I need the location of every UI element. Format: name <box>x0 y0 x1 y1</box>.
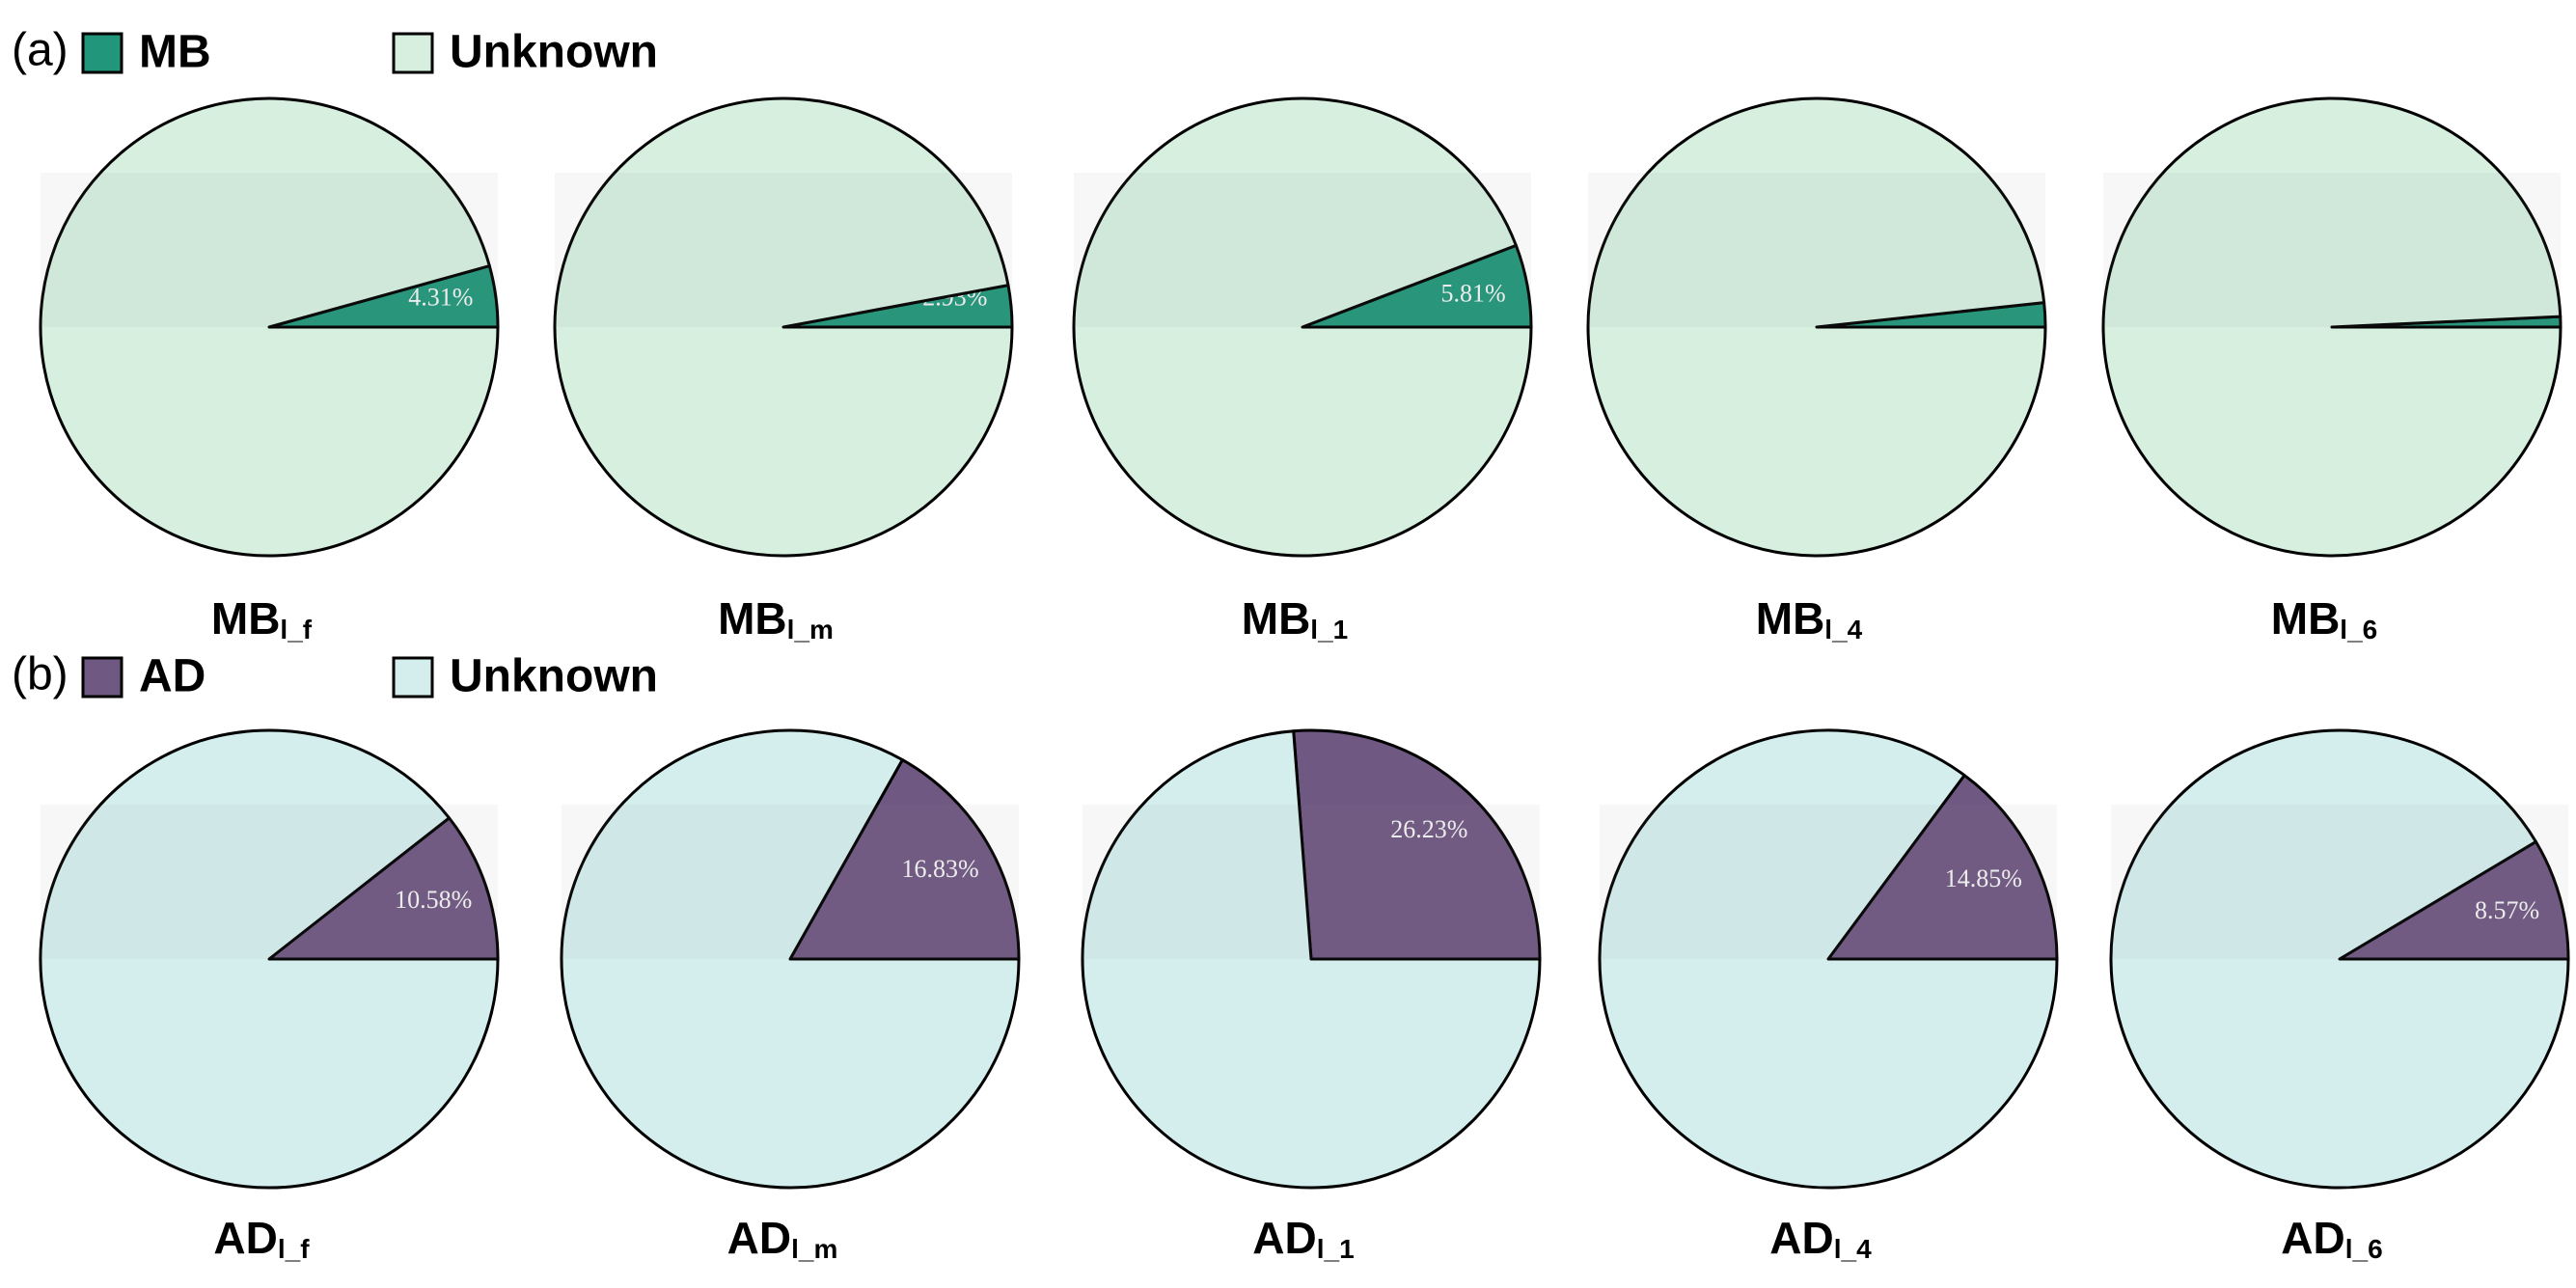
pie: 1.71% <box>1586 96 2047 558</box>
pie-slice <box>267 816 500 961</box>
legend-label: AD <box>139 651 206 702</box>
pie: 16.83% <box>560 728 1021 1190</box>
legend-label: Unknown <box>450 651 658 702</box>
pie-title-main: MB <box>211 593 281 644</box>
pie-title-main: MB <box>1242 593 1311 644</box>
slice-label: 5.81% <box>1441 279 1506 307</box>
pie-slice <box>1081 729 1542 1190</box>
pie-title: MBl_6 <box>2271 593 2377 644</box>
legend-swatch <box>81 32 123 74</box>
pie-slice <box>2101 96 2562 558</box>
pie-slice <box>1826 774 2059 961</box>
pie-slice <box>1072 96 1533 558</box>
pie-title-main: AD <box>1252 1213 1316 1263</box>
slice-label: 4.31% <box>408 283 473 311</box>
pie-title: ADl_4 <box>1769 1213 1872 1264</box>
pie-slice <box>2109 728 2570 1190</box>
pie-title-sub: l_1 <box>1317 1234 1355 1264</box>
pie-slice <box>1598 728 2059 1190</box>
pie-slice <box>39 96 500 558</box>
slice-label: 16.83% <box>901 855 978 883</box>
band <box>562 805 1019 959</box>
pie-title: MBl_m <box>718 593 834 644</box>
pie-title-sub: l_f <box>278 1234 310 1264</box>
band <box>2103 173 2561 327</box>
pie-title-main: AD <box>1769 1213 1833 1263</box>
slice-label: 14.85% <box>1945 864 2022 892</box>
legend-swatch <box>81 656 123 699</box>
legend-swatch <box>392 656 434 699</box>
pie-title: MBl_4 <box>1756 593 1863 644</box>
pie-slice <box>1586 96 2047 558</box>
legend-swatch <box>392 32 434 74</box>
pie-title-main: MB <box>718 593 787 644</box>
band <box>41 173 498 327</box>
panel-label: (a) <box>12 25 69 76</box>
pie-title-main: AD <box>213 1213 277 1263</box>
pie-title: ADl_f <box>213 1213 310 1264</box>
band <box>1600 805 2057 959</box>
pie-title: MBl_1 <box>1242 593 1348 644</box>
pie-title-main: MB <box>2271 593 2341 644</box>
pie-title-sub: l_6 <box>2340 615 2377 644</box>
band <box>555 173 1012 327</box>
legend-label: MB <box>139 27 211 78</box>
pie-title-sub: l_1 <box>1310 615 1348 644</box>
pie-title-main: AD <box>2281 1213 2344 1263</box>
band <box>1588 173 2045 327</box>
pie-title-sub: l_4 <box>1824 615 1862 644</box>
pie-title-sub: l_m <box>787 615 834 644</box>
band <box>41 805 498 959</box>
pie-title: ADl_6 <box>2281 1213 2382 1264</box>
band <box>1074 173 1531 327</box>
pie-title: ADl_m <box>727 1213 838 1264</box>
pie: 14.85% <box>1598 728 2059 1190</box>
pie: 8.57% <box>2109 728 2570 1190</box>
pie-slice <box>39 728 500 1190</box>
band <box>1082 805 1540 959</box>
pie-title-sub: l_f <box>280 615 312 644</box>
slice-label: 26.23% <box>1390 815 1467 843</box>
pie: 10.58% <box>39 728 500 1190</box>
pie-title: MBl_f <box>211 593 313 644</box>
legend-label: Unknown <box>450 27 658 78</box>
pie-slice <box>553 96 1014 558</box>
pie-title-sub: l_m <box>791 1234 837 1264</box>
pie-title-main: AD <box>727 1213 791 1263</box>
slice-label: 8.57% <box>2475 896 2539 924</box>
pie-title: ADl_1 <box>1252 1213 1354 1264</box>
pie: 2.93% <box>553 96 1014 558</box>
pie-slice <box>1292 728 1542 961</box>
pie-title-sub: l_6 <box>2345 1234 2383 1264</box>
pie-slice <box>2338 839 2570 961</box>
pie-title-sub: l_4 <box>1834 1234 1872 1264</box>
slice-label: 10.58% <box>395 886 472 914</box>
pie-slice <box>788 758 1021 961</box>
band <box>2111 805 2568 959</box>
pie-slice <box>560 728 1021 1190</box>
pie: 5.81% <box>1072 96 1533 558</box>
pie-title-main: MB <box>1756 593 1825 644</box>
pie: 26.23% <box>1081 728 1542 1190</box>
pie: 4.31% <box>39 96 500 558</box>
pie: 0.73% <box>2101 96 2562 558</box>
panel-label: (b) <box>12 649 69 700</box>
